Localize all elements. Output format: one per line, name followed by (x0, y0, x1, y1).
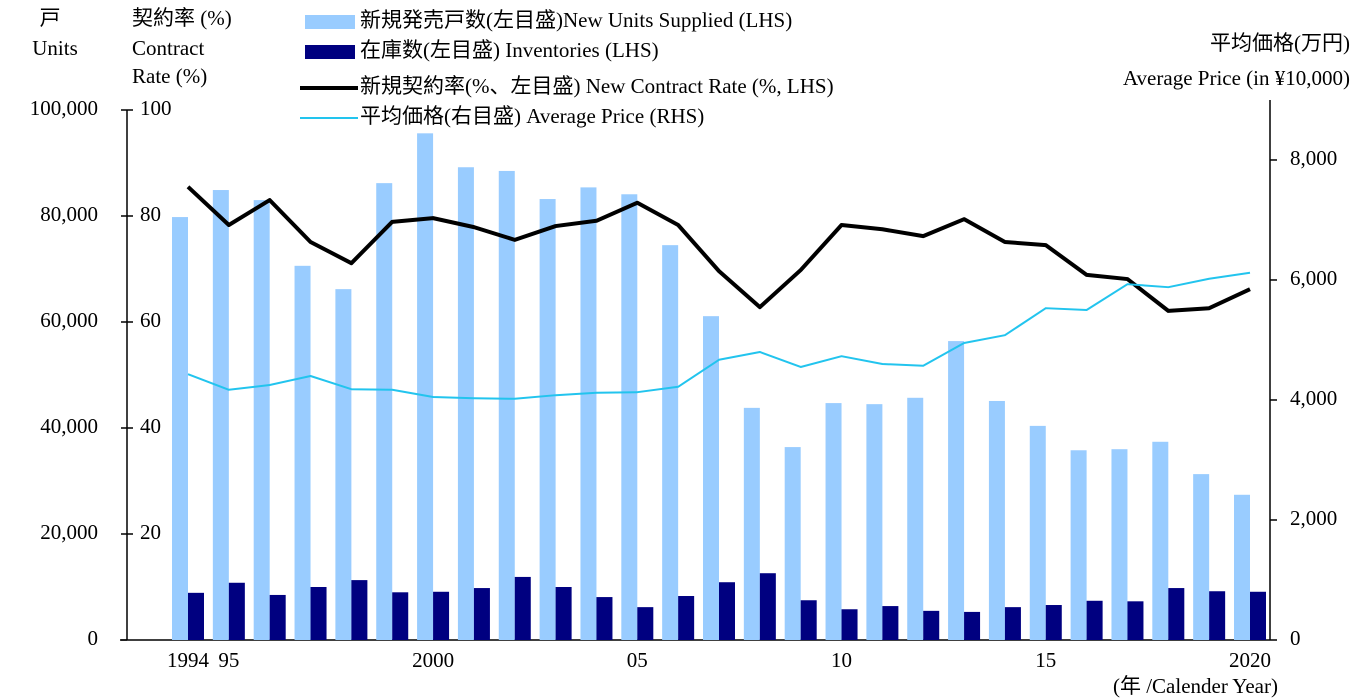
bar (800, 600, 817, 640)
y2-tick-label: 2,000 (1290, 506, 1337, 530)
bar (596, 597, 613, 640)
bar (1127, 601, 1144, 640)
rate-tick-label: 100 (140, 96, 172, 120)
y-tick-label: 20,000 (40, 520, 98, 544)
bar (269, 594, 286, 640)
bar (719, 582, 735, 640)
y-tick-label: 100,000 (30, 96, 98, 120)
bar (1029, 425, 1046, 640)
bar (1111, 449, 1128, 640)
bar (580, 187, 597, 640)
bar (1152, 441, 1169, 640)
rate-axis-title: Contract (132, 36, 204, 60)
y2-tick-label: 4,000 (1290, 386, 1337, 410)
bar (253, 200, 270, 640)
bar (759, 573, 776, 640)
bar (1168, 588, 1185, 640)
bar (457, 167, 474, 641)
bar (498, 170, 515, 640)
bar (310, 587, 327, 640)
bar (188, 592, 204, 640)
line (187, 271, 1251, 400)
bar (555, 587, 572, 640)
bar (988, 400, 1005, 640)
bar (539, 199, 556, 641)
legend-swatch (305, 45, 355, 59)
bar (376, 183, 393, 640)
legend-label: 在庫数(左目盛) Inventories (LHS) (360, 38, 659, 62)
y-tick-label: 40,000 (40, 414, 98, 438)
bar (212, 190, 229, 640)
y2-tick-label: 8,000 (1290, 146, 1337, 170)
bar (784, 447, 801, 640)
bar (514, 576, 531, 640)
legend-label: 新規契約率(%、左目盛) New Contract Rate (%, LHS) (360, 74, 834, 98)
y-tick-label: 60,000 (40, 308, 98, 332)
rate-tick-label: 80 (140, 202, 161, 226)
bar (1070, 450, 1087, 640)
bar (1193, 474, 1210, 640)
bar (923, 610, 940, 640)
bar (678, 596, 695, 640)
x-tick-label: 1994 (167, 648, 210, 672)
bar (294, 265, 311, 640)
x-tick-label: 2020 (1229, 648, 1271, 672)
bar (335, 289, 352, 640)
bar (1209, 591, 1226, 640)
bar (1250, 591, 1266, 640)
bar (1086, 600, 1103, 640)
y-tick-label: 80,000 (40, 202, 98, 226)
rate-axis-title: Rate (%) (132, 64, 207, 88)
rate-tick-label: 40 (140, 414, 161, 438)
legend-label: 新規発売戸数(左目盛)New Units Supplied (LHS) (360, 8, 792, 32)
rate-tick-label: 20 (140, 520, 161, 544)
x-axis-title: (年 /Calender Year) (1113, 674, 1278, 698)
bar (703, 316, 719, 640)
x-tick-label: 10 (831, 648, 852, 672)
bar (825, 403, 842, 640)
bar (417, 133, 434, 640)
line (186, 185, 1251, 313)
right-axis-title: 平均価格(万円) (1210, 31, 1350, 55)
bar (433, 591, 450, 640)
bar (948, 341, 965, 640)
rate-tick-label: 60 (140, 308, 161, 332)
bar (1004, 607, 1021, 640)
bar (228, 582, 245, 640)
bar (866, 404, 883, 640)
bar (1045, 605, 1062, 640)
bar (743, 407, 760, 640)
right-axis-title: Average Price (in ¥10,000) (1123, 66, 1350, 90)
bar (351, 580, 368, 640)
x-tick-label: 2000 (412, 648, 454, 672)
bar (662, 245, 679, 640)
x-tick-label: 05 (627, 648, 648, 672)
bar (1234, 494, 1250, 640)
bar (841, 609, 858, 640)
bar (637, 607, 654, 640)
legend-swatch (305, 15, 355, 29)
legend-label: 平均価格(右目盛) Average Price (RHS) (360, 104, 704, 128)
bar (621, 194, 638, 640)
bar (392, 592, 409, 640)
bar (882, 606, 899, 640)
x-tick-label: 95 (218, 648, 239, 672)
y2-tick-label: 6,000 (1290, 266, 1337, 290)
rate-axis-title: 契約率 (%) (132, 6, 232, 30)
bar (172, 217, 188, 640)
bar (907, 397, 924, 640)
bar (964, 611, 981, 640)
bar (473, 588, 490, 640)
left-axis-title: Units (32, 36, 78, 60)
x-tick-label: 15 (1035, 648, 1056, 672)
y2-tick-label: 0 (1290, 626, 1301, 650)
left-axis-title: 戸 (40, 6, 61, 30)
y-tick-label: 0 (88, 626, 99, 650)
